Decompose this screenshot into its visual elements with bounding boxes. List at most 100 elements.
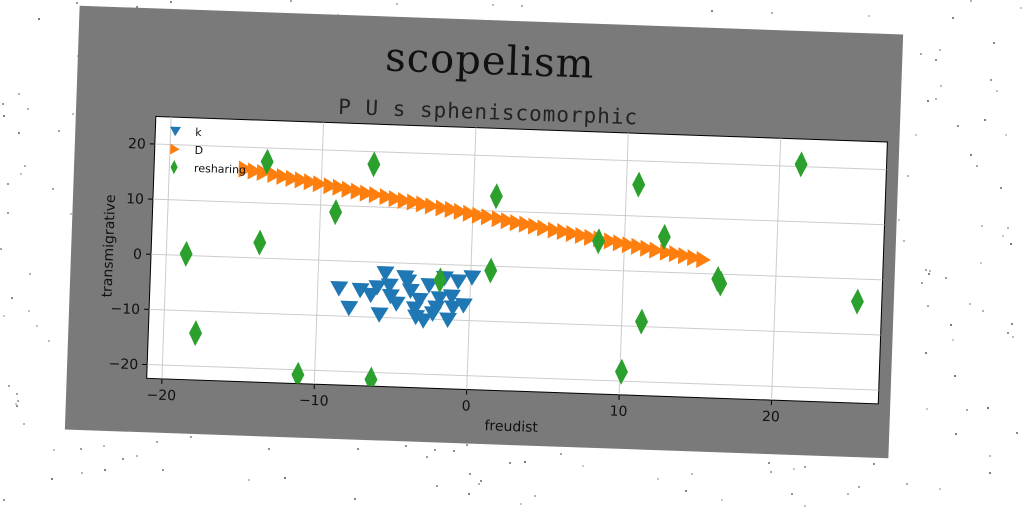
- noise-speck: [38, 18, 40, 20]
- point-resharing: [794, 151, 808, 178]
- point-D: [303, 173, 319, 191]
- noise-speck: [492, 4, 494, 6]
- noise-speck: [29, 273, 31, 275]
- noise-speck: [122, 458, 124, 460]
- point-resharing: [484, 257, 498, 284]
- noise-speck: [2, 103, 4, 105]
- noise-speck: [952, 17, 954, 19]
- noise-speck: [804, 466, 806, 468]
- noise-speck: [70, 213, 72, 215]
- noise-speck: [24, 165, 26, 167]
- legend-label-D: D: [194, 144, 203, 157]
- noise-speck: [469, 473, 471, 475]
- point-resharing: [253, 229, 267, 256]
- point-k: [370, 307, 389, 323]
- x-tick-label: 20: [762, 409, 780, 426]
- point-D: [668, 245, 684, 263]
- noise-speck: [935, 98, 937, 100]
- noise-speck: [20, 173, 22, 175]
- point-resharing: [714, 270, 728, 297]
- point-D: [612, 234, 628, 252]
- point-resharing: [291, 361, 305, 388]
- noise-speck: [104, 469, 106, 471]
- point-resharing: [489, 183, 503, 210]
- noise-speck: [524, 461, 526, 463]
- x-tick-label: −20: [146, 387, 176, 404]
- point-D: [285, 169, 301, 187]
- noise-speck: [162, 469, 164, 471]
- point-D: [565, 224, 581, 242]
- legend-marker-D: [170, 143, 180, 155]
- noise-speck: [847, 493, 849, 495]
- point-D: [556, 222, 572, 240]
- noise-speck: [955, 433, 957, 435]
- noise-speck: [268, 448, 270, 450]
- noise-speck: [804, 505, 806, 507]
- noise-speck: [80, 448, 82, 450]
- noise-speck: [990, 79, 992, 81]
- noise-speck: [28, 310, 30, 312]
- noise-speck: [685, 490, 687, 492]
- point-D: [649, 241, 664, 259]
- noise-speck: [453, 450, 455, 452]
- point-D: [294, 171, 310, 189]
- y-gridline: [149, 308, 881, 336]
- x-gridline: [161, 116, 172, 379]
- noise-speck: [926, 408, 928, 410]
- noise-speck: [8, 385, 10, 387]
- point-D: [547, 221, 563, 239]
- noise-speck: [23, 423, 25, 425]
- y-gridline: [152, 198, 885, 226]
- noise-speck: [989, 472, 991, 474]
- noise-speck: [354, 498, 356, 500]
- y-gridline: [147, 364, 879, 391]
- noise-speck: [7, 212, 9, 214]
- point-k: [351, 282, 370, 299]
- point-D: [687, 249, 702, 267]
- point-D: [536, 219, 552, 237]
- point-D: [509, 214, 525, 232]
- noise-speck: [396, 3, 398, 5]
- data-markers: [179, 148, 864, 393]
- point-D: [462, 204, 478, 222]
- noise-speck: [770, 471, 772, 473]
- point-k: [376, 265, 395, 282]
- legend-label-k: k: [195, 126, 202, 139]
- point-D: [397, 192, 413, 210]
- noise-speck: [1011, 323, 1013, 325]
- noise-speck: [868, 15, 870, 17]
- noise-speck: [48, 340, 50, 342]
- point-resharing: [189, 320, 203, 347]
- noise-speck: [509, 462, 511, 464]
- point-resharing: [367, 151, 381, 178]
- point-D: [621, 236, 637, 254]
- point-D: [406, 193, 422, 211]
- noise-speck: [136, 455, 138, 457]
- noise-speck: [858, 486, 860, 488]
- noise-speck: [16, 393, 18, 395]
- noise-speck: [582, 465, 584, 467]
- noise-speck: [970, 154, 972, 156]
- noise-speck: [989, 455, 991, 457]
- point-k: [430, 291, 449, 307]
- noise-speck: [76, 2, 78, 4]
- point-D: [574, 226, 590, 244]
- noise-speck: [16, 405, 18, 407]
- noise-speck: [950, 324, 952, 326]
- point-D: [323, 177, 339, 195]
- x-tick-label: −10: [299, 393, 329, 410]
- point-k: [407, 309, 426, 326]
- chart-figure: scopelism P U s spheniscomorphic −20 −10 0…: [64, 5, 904, 459]
- noise-speck: [284, 477, 286, 479]
- noise-speck: [520, 503, 522, 505]
- noise-speck: [793, 468, 795, 470]
- noise-speck: [27, 108, 29, 110]
- point-D: [491, 210, 507, 228]
- point-D: [238, 160, 254, 178]
- noise-speck: [1020, 7, 1022, 9]
- noise-speck: [657, 478, 659, 480]
- noise-speck: [952, 339, 954, 341]
- noise-speck: [534, 495, 536, 497]
- noise-speck: [357, 448, 359, 450]
- noise-speck: [18, 132, 20, 134]
